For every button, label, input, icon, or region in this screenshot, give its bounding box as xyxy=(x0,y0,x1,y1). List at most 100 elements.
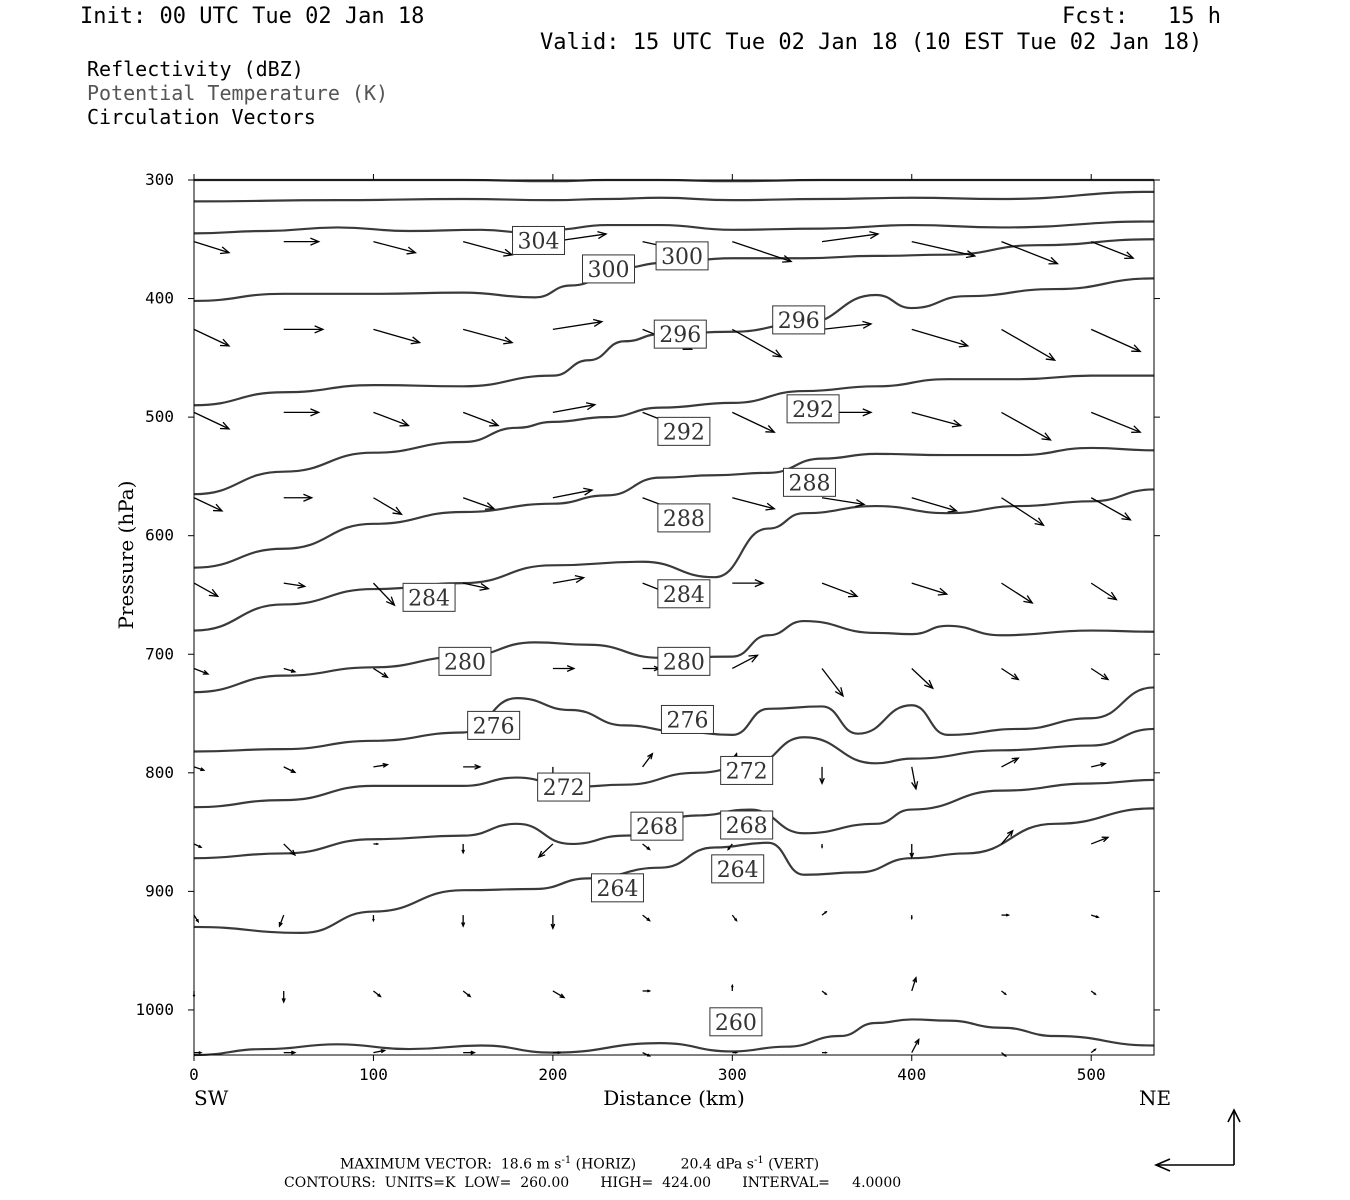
isentrope-line xyxy=(193,727,1155,809)
circulation-vector xyxy=(373,328,422,345)
isentrope-line xyxy=(193,238,1155,303)
contour-value-label: 292 xyxy=(786,394,840,424)
circulation-vector xyxy=(819,766,825,786)
axes-layer: 300 400 500 600 700 800 900 1000 0 100 200 300 400 50… xyxy=(135,170,1160,1084)
circulation-vector xyxy=(193,667,210,675)
circulation-vector xyxy=(552,990,566,999)
max-vector-caption: MAXIMUM VECTOR: 18.6 m s-1 (HORIZ) 20.4 … xyxy=(340,1155,820,1173)
isentrope-line xyxy=(193,686,1155,753)
circulation-vector xyxy=(1001,328,1057,362)
y-tick-label: 500 xyxy=(145,407,174,426)
isentrope-line xyxy=(193,446,1155,569)
vector-layer xyxy=(192,230,1142,1057)
circulation-vector xyxy=(732,654,759,670)
legend-potential-temperature: Potential Temperature (K) xyxy=(87,81,389,105)
svg-text:276: 276 xyxy=(473,714,515,739)
circulation-vector xyxy=(821,582,859,598)
contour-value-label: 280 xyxy=(657,646,711,676)
circulation-vector xyxy=(910,915,913,921)
svg-text:284: 284 xyxy=(408,586,450,611)
circulation-vector xyxy=(194,1051,203,1055)
isentrope-line xyxy=(193,807,1155,934)
y-axis-title: Pressure (hPa) xyxy=(114,481,138,630)
circulation-vector xyxy=(1090,582,1118,601)
circulation-vector xyxy=(461,843,465,855)
circulation-vector xyxy=(1090,328,1142,353)
circulation-vector xyxy=(463,1050,477,1055)
reference-vector-icon xyxy=(1153,1108,1241,1172)
circulation-vector xyxy=(732,241,793,263)
circulation-vector xyxy=(1001,582,1034,604)
x-axis-left-end-label: SW xyxy=(194,1086,229,1110)
circulation-vector xyxy=(732,1051,739,1054)
circulation-vector xyxy=(911,411,963,428)
circulation-vector xyxy=(821,910,828,916)
circulation-vector xyxy=(283,237,321,246)
svg-text:292: 292 xyxy=(792,398,834,423)
circulation-vector xyxy=(278,914,285,928)
circulation-vector xyxy=(820,843,824,849)
circulation-vector xyxy=(463,764,482,770)
isentrope-line xyxy=(193,374,1154,496)
x-tick-label: 500 xyxy=(1077,1065,1106,1084)
circulation-vector xyxy=(821,497,866,508)
circulation-vector xyxy=(911,668,934,690)
contour-value-label: 304 xyxy=(512,225,566,255)
contour-value-label: 284 xyxy=(402,582,456,612)
circulation-vector xyxy=(462,328,514,345)
circulation-vector xyxy=(283,493,314,502)
circulation-vector xyxy=(1091,914,1100,919)
circulation-vector xyxy=(1001,913,1011,917)
circulation-vector xyxy=(373,241,418,255)
circulation-vector xyxy=(730,983,734,991)
svg-text:272: 272 xyxy=(726,759,768,784)
circulation-vector xyxy=(911,766,919,791)
circulation-vector xyxy=(283,766,297,774)
circulation-vector xyxy=(911,328,970,348)
isentrope-line xyxy=(193,190,1155,203)
circulation-vector xyxy=(821,990,828,996)
contour-label-layer: 304 300 300 296 296 292 292 288 288 284 284 280 280 2… xyxy=(402,225,840,1037)
contour-value-label: 284 xyxy=(657,579,711,609)
contour-value-label: 276 xyxy=(660,704,714,734)
circulation-vector xyxy=(1001,497,1045,527)
circulation-vector xyxy=(193,843,203,848)
contour-value-label: 264 xyxy=(711,854,765,884)
contour-value-label: 280 xyxy=(438,646,492,676)
circulation-vector xyxy=(193,582,220,598)
circulation-vector xyxy=(193,914,200,924)
svg-text:264: 264 xyxy=(717,858,759,883)
svg-text:268: 268 xyxy=(726,814,768,839)
contour-layer xyxy=(193,178,1155,1057)
circulation-vector xyxy=(373,667,389,679)
circulation-vector xyxy=(552,402,597,414)
circulation-vector xyxy=(1090,667,1110,681)
circulation-vector xyxy=(283,325,325,334)
circulation-vector xyxy=(1001,990,1007,996)
circulation-vector xyxy=(821,668,845,698)
circulation-vector xyxy=(193,766,206,772)
circulation-vector xyxy=(193,497,224,512)
svg-text:288: 288 xyxy=(663,507,705,532)
svg-text:296: 296 xyxy=(778,309,820,334)
contour-value-label: 268 xyxy=(630,811,684,841)
contour-value-label: 296 xyxy=(772,305,826,335)
y-tick-label: 400 xyxy=(145,289,174,308)
contour-value-label: 272 xyxy=(537,772,591,802)
y-tick-label: 1000 xyxy=(135,1000,174,1019)
circulation-vector xyxy=(537,843,554,859)
contour-value-label: 288 xyxy=(657,503,711,533)
circulation-vector xyxy=(1000,829,1014,845)
x-tick-label: 100 xyxy=(359,1065,388,1084)
x-tick-label: 0 xyxy=(189,1065,199,1084)
circulation-vector xyxy=(373,411,411,427)
y-tick-label: 600 xyxy=(145,526,174,545)
circulation-vector xyxy=(911,241,977,259)
contour-value-label: 260 xyxy=(709,1007,763,1037)
circulation-vector xyxy=(193,241,231,255)
circulation-vector xyxy=(462,241,514,257)
circulation-vector xyxy=(642,989,652,993)
circulation-vector xyxy=(462,497,496,510)
contour-value-label: 300 xyxy=(655,241,709,271)
contour-value-label: 276 xyxy=(467,710,521,740)
